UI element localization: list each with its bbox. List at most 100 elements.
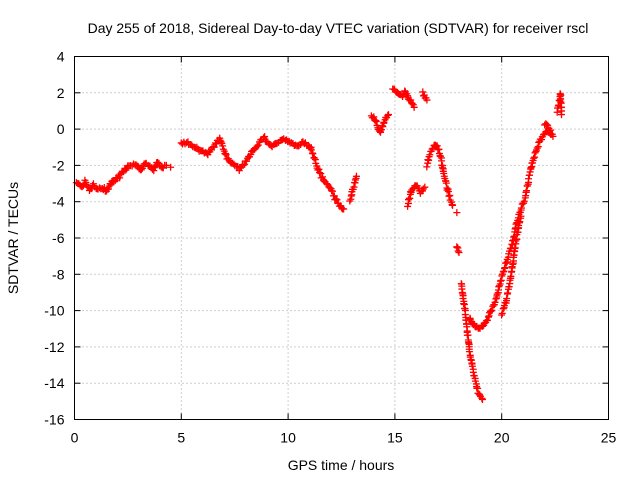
y-tick-label: -4 — [52, 194, 65, 210]
data-point — [162, 161, 170, 169]
data-point — [104, 185, 112, 193]
data-point — [167, 163, 175, 171]
data-point — [491, 298, 499, 306]
data-point — [151, 163, 159, 171]
data-point — [465, 348, 473, 356]
data-point — [460, 300, 468, 308]
data-point — [352, 172, 360, 180]
data-point — [487, 307, 495, 315]
data-point — [522, 187, 530, 195]
y-tick-label: -2 — [52, 157, 65, 173]
data-point — [525, 175, 533, 183]
data-point — [217, 138, 225, 146]
data-point — [351, 176, 359, 184]
data-point — [333, 196, 341, 204]
data-point — [306, 144, 314, 152]
data-point — [423, 163, 431, 171]
data-point — [530, 154, 538, 162]
data-point — [499, 305, 507, 313]
data-point — [468, 362, 476, 370]
data-point — [261, 133, 269, 141]
y-tick-label: -8 — [52, 266, 65, 282]
x-tick-label: 0 — [71, 430, 79, 446]
data-point — [453, 209, 461, 217]
data-point — [407, 96, 415, 104]
data-point — [488, 306, 496, 314]
y-tick-label: 2 — [57, 85, 65, 101]
data-point — [503, 295, 511, 303]
data-point — [478, 396, 486, 404]
data-point — [502, 259, 510, 267]
data-point — [404, 202, 412, 210]
data-point — [384, 111, 392, 119]
x-tick-label: 25 — [601, 430, 617, 446]
x-axis-label: GPS time / hours — [288, 457, 395, 473]
data-point — [410, 103, 418, 111]
data-point — [137, 166, 145, 174]
y-tick-label: 4 — [57, 49, 65, 65]
data-point — [520, 197, 528, 205]
data-point — [544, 121, 552, 129]
data-point — [340, 205, 348, 213]
data-point — [253, 142, 261, 150]
data-point — [332, 195, 340, 203]
data-point — [254, 141, 262, 149]
data-point — [239, 162, 247, 170]
plot-frame — [74, 56, 609, 420]
data-point — [370, 113, 378, 121]
data-point — [525, 171, 533, 179]
data-point — [110, 178, 118, 186]
data-point — [455, 249, 463, 257]
data-point — [436, 152, 444, 160]
data-point — [426, 151, 434, 159]
data-point — [310, 154, 318, 162]
data-point — [404, 196, 412, 204]
y-tick-label: -12 — [44, 339, 64, 355]
data-point — [89, 180, 97, 188]
x-tick-label: 10 — [280, 430, 296, 446]
data-point — [549, 132, 557, 140]
data-point — [489, 302, 497, 310]
data-point — [558, 111, 566, 119]
data-point — [443, 186, 451, 194]
data-point — [260, 134, 268, 142]
data-point — [307, 146, 315, 154]
data-point — [384, 111, 392, 119]
data-point — [346, 197, 354, 205]
data-point — [372, 118, 380, 126]
data-point — [408, 100, 416, 108]
data-point — [498, 309, 506, 317]
y-axis-label: SDTVAR / TECUs — [5, 182, 21, 294]
data-point — [222, 151, 230, 159]
data-point — [329, 187, 337, 195]
data-points — [72, 85, 566, 404]
data-point — [423, 96, 431, 104]
data-point — [517, 204, 525, 212]
x-tick-label: 20 — [494, 430, 510, 446]
x-tick-label: 15 — [387, 430, 403, 446]
data-point — [438, 164, 446, 172]
data-point — [496, 277, 504, 285]
data-point — [421, 183, 429, 191]
data-point — [319, 173, 327, 181]
data-point — [449, 201, 457, 209]
data-point — [85, 183, 93, 191]
data-point — [309, 150, 317, 158]
data-point — [445, 192, 453, 200]
data-point — [316, 169, 324, 177]
data-point — [517, 212, 525, 220]
data-point — [533, 144, 541, 152]
data-point — [454, 247, 462, 255]
chart-title: Day 255 of 2018, Sidereal Day-to-day VTE… — [88, 20, 589, 36]
data-point — [507, 272, 515, 280]
data-point — [219, 142, 227, 150]
data-point — [527, 164, 535, 172]
y-tick-label: -16 — [44, 412, 64, 428]
y-tick-label: 0 — [57, 121, 65, 137]
data-point — [493, 290, 501, 298]
y-tick-label: -14 — [44, 375, 64, 391]
data-point — [379, 123, 387, 131]
data-point — [516, 218, 524, 226]
